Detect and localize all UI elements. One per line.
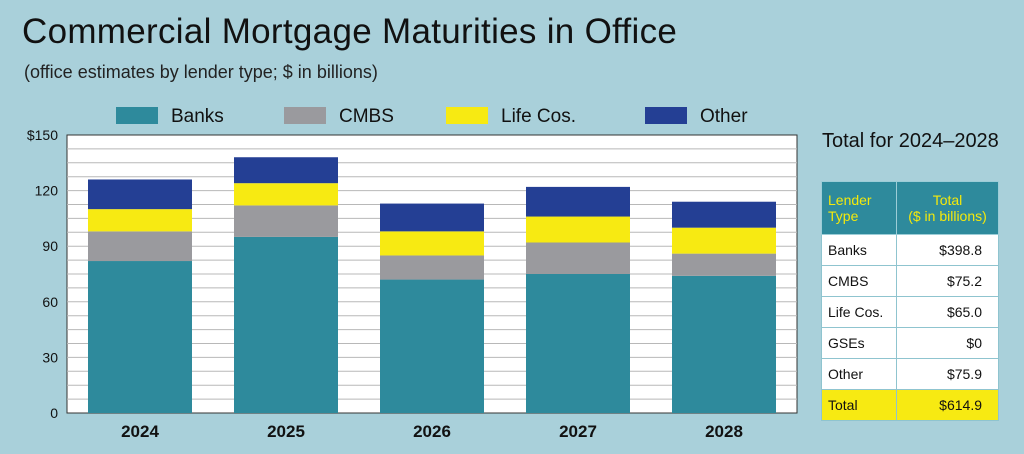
y-tick-label: 90 [42,238,58,254]
lender-type-cell: GSEs [821,327,897,359]
legend-swatch [116,107,158,124]
x-tick-label: 2024 [121,422,159,441]
legend-label: Banks [171,106,224,127]
header-lender-type: Lender Type [821,181,897,235]
bar-segment [672,253,776,276]
lender-type-cell: Life Cos. [821,296,897,328]
table-row: Other $75.9 [821,358,999,390]
lender-type-cell: Banks [821,234,897,266]
y-tick-label: 0 [50,405,58,421]
table-row: Life Cos. $65.0 [821,296,999,328]
bar-segment [672,201,776,228]
bar-segment [234,183,338,206]
lender-type-cell: Other [821,358,897,390]
totals-table: Lender Type Total ($ in billions) Banks … [821,181,999,421]
y-tick-label: 60 [42,294,58,310]
y-tick-label: $150 [27,127,58,143]
bar-segment [88,261,192,413]
bar-segment [526,186,630,217]
table-total-row: Total $614.9 [821,389,999,421]
bar-segment [526,242,630,274]
bar-segment [234,205,338,237]
bar-segment [526,274,630,413]
bar-segment [234,236,338,413]
bar-segment [88,231,192,262]
x-tick-label: 2028 [705,422,743,441]
x-tick-label: 2025 [267,422,305,441]
bar-segment [234,157,338,184]
chart-subtitle: (office estimates by lender type; $ in b… [24,62,378,82]
y-tick-label: 120 [35,183,59,199]
table-row: CMBS $75.2 [821,265,999,297]
x-tick-label: 2026 [413,422,451,441]
bar-segment [88,179,192,210]
header-units-label: ($ in billions) [908,208,987,224]
legend-label: Life Cos. [501,106,576,127]
total-cell: $398.8 [896,234,999,266]
bar-segment [88,209,192,232]
header-total: Total ($ in billions) [896,181,999,235]
total-label-cell: Total [821,389,897,421]
bar-segment [672,275,776,413]
legend-label: Other [700,106,748,127]
bar-segment [380,231,484,256]
bar-segment [672,227,776,254]
bar-segment [380,255,484,280]
chart-title: Commercial Mortgage Maturities in Office [22,12,678,51]
header-type-label: Type [828,208,859,224]
header-lender-label: Lender [828,192,872,208]
bar-segment [380,279,484,413]
total-cell: $75.9 [896,358,999,390]
legend-swatch [446,107,488,124]
legend-swatch [645,107,687,124]
table-header-row: Lender Type Total ($ in billions) [821,181,999,235]
total-cell: $75.2 [896,265,999,297]
grand-total-cell: $614.9 [896,389,999,421]
table-row: Banks $398.8 [821,234,999,266]
total-cell: $65.0 [896,296,999,328]
bar-segment [380,203,484,232]
table-title: Total for 2024–2028 [822,130,999,152]
legend-label: CMBS [339,106,394,127]
total-cell: $0 [896,327,999,359]
y-tick-label: 30 [42,349,58,365]
table-row: GSEs $0 [821,327,999,359]
lender-type-cell: CMBS [821,265,897,297]
legend-swatch [284,107,326,124]
x-tick-label: 2027 [559,422,597,441]
bar-segment [526,216,630,243]
header-total-label: Total [932,192,963,208]
